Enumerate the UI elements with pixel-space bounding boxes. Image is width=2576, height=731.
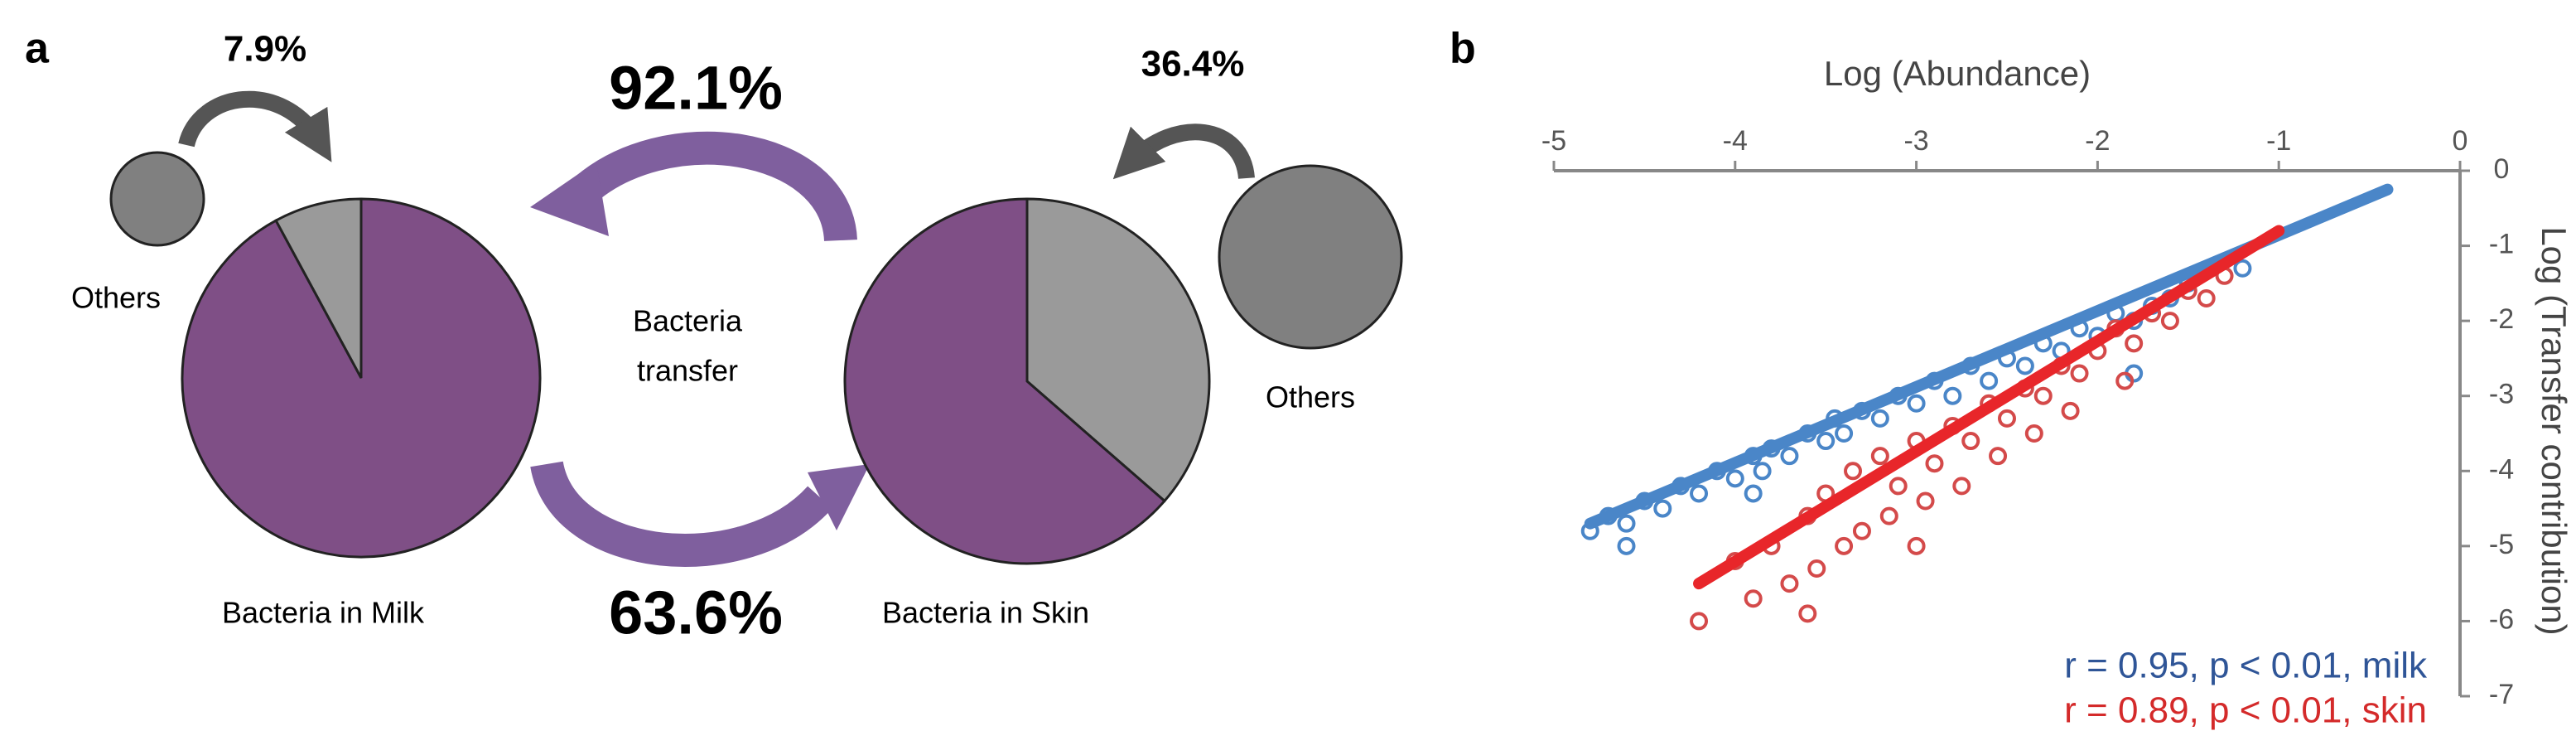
y-tick-label: -7 <box>2489 679 2514 710</box>
value-label: 63.6% <box>609 579 783 647</box>
point <box>2024 424 2043 443</box>
y-axis-title: Log (Transfer contribution) <box>2535 226 2574 635</box>
panel-label: a <box>25 25 50 73</box>
point <box>1844 462 1863 481</box>
pie-slice <box>274 197 363 379</box>
others-arrow <box>1112 123 1255 180</box>
point <box>1870 409 1889 428</box>
point <box>2115 371 2135 390</box>
point <box>1744 484 1763 503</box>
transfer-arrowhead <box>808 464 870 530</box>
others-arrow <box>178 90 332 162</box>
others-label: Others <box>1266 380 1355 414</box>
x-tick-label: -3 <box>1903 125 1928 157</box>
transfer-arrowhead <box>530 162 609 236</box>
pie-slice <box>1025 197 1211 503</box>
point <box>1780 447 1799 466</box>
point <box>2160 312 2179 331</box>
point <box>1744 589 1763 608</box>
pie-title: Bacteria in Milk <box>222 596 425 630</box>
point <box>1907 536 1926 555</box>
others-label: Others <box>71 281 161 315</box>
others-circle <box>109 151 205 247</box>
point <box>1870 447 1889 466</box>
transfer-label: Bacteria <box>633 304 743 338</box>
point <box>2033 386 2053 405</box>
point <box>1889 477 1908 496</box>
y-tick-label: -2 <box>2489 303 2514 335</box>
point <box>1907 394 1926 413</box>
panel-label: b <box>1450 25 1476 73</box>
point <box>1998 409 2016 428</box>
point <box>1725 469 1744 488</box>
point <box>1961 432 1980 451</box>
stat-label: r = 0.95, p < 0.01, milk <box>2064 646 2428 686</box>
pie-title: Bacteria in Skin <box>882 596 1089 630</box>
point <box>1925 454 1944 473</box>
stat-label: r = 0.89, p < 0.01, skin <box>2064 690 2427 731</box>
point <box>1816 432 1836 451</box>
point <box>1879 506 1898 525</box>
point <box>1807 559 1826 579</box>
point <box>1835 424 1854 443</box>
x-tick-label: -2 <box>2085 125 2110 157</box>
others-circle <box>1218 164 1403 350</box>
point <box>1690 612 1709 631</box>
pie-slice <box>843 197 1167 565</box>
point <box>2015 356 2034 375</box>
x-tick-label: -1 <box>2266 125 2291 157</box>
trend-line <box>1693 225 2285 590</box>
point <box>1780 574 1799 593</box>
point <box>1952 477 1971 496</box>
y-tick-label: -6 <box>2489 603 2514 635</box>
x-tick-label: 0 <box>2453 125 2468 157</box>
point <box>1798 604 1817 623</box>
point <box>2061 401 2080 420</box>
value-label: 7.9% <box>224 29 306 70</box>
point <box>1690 484 1709 503</box>
value-label: 36.4% <box>1141 44 1245 85</box>
point <box>1943 386 1962 405</box>
point <box>1653 499 1672 518</box>
point <box>2125 334 2144 353</box>
point <box>2070 364 2089 383</box>
x-axis-title: Log (Abundance) <box>1824 54 2091 93</box>
y-tick-label: -4 <box>2489 453 2514 485</box>
point <box>1989 447 2008 466</box>
x-tick-label: -5 <box>1541 125 1566 157</box>
y-tick-label: 0 <box>2494 153 2510 185</box>
point <box>1617 536 1636 555</box>
y-tick-label: -1 <box>2489 229 2514 260</box>
point <box>1980 371 1999 390</box>
point <box>1617 514 1636 533</box>
point <box>1835 536 1854 555</box>
point <box>1852 521 1871 540</box>
point <box>1753 462 1772 481</box>
transfer-arrow <box>568 131 857 243</box>
transfer-label: transfer <box>637 354 738 388</box>
x-tick-label: -4 <box>1723 125 1748 157</box>
y-tick-label: -5 <box>2489 529 2514 560</box>
transfer-arrow <box>530 460 832 567</box>
point <box>2233 259 2252 278</box>
point <box>1916 491 1935 511</box>
value-label: 92.1% <box>609 54 783 123</box>
point <box>2197 288 2216 307</box>
y-tick-label: -3 <box>2489 379 2514 410</box>
